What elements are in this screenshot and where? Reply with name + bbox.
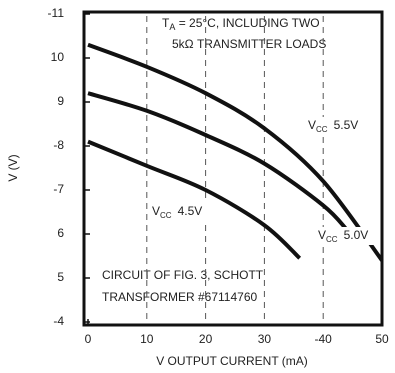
x-tick-label: 20 bbox=[199, 332, 213, 346]
curve-label: VCC 4.5V bbox=[152, 204, 202, 220]
label-sub: CC bbox=[326, 235, 338, 244]
label-main: V bbox=[308, 118, 316, 132]
label-bg bbox=[149, 203, 211, 221]
label-sub: CC bbox=[316, 125, 328, 134]
conditions-rest: = 25°C, INCLUDING TWO bbox=[175, 16, 319, 30]
conditions-main: T bbox=[162, 16, 170, 30]
curve bbox=[87, 42, 384, 262]
conditions-sub: A bbox=[169, 22, 175, 32]
conditions: TA = 25°C, INCLUDING TWO bbox=[162, 16, 320, 32]
label-value: 5.5V bbox=[334, 118, 359, 132]
conditions-line2: 5kΩ TRANSMITTER LOADS bbox=[172, 37, 326, 51]
y-tick-label: -4 bbox=[53, 314, 64, 328]
y-tick-label: 5 bbox=[57, 270, 64, 284]
curve-label: VCC 5.5V bbox=[308, 118, 358, 134]
x-tick-label: -40 bbox=[315, 332, 333, 346]
note-line: CIRCUIT OF FIG. 3, SCHOTT bbox=[102, 268, 264, 282]
curve bbox=[87, 139, 302, 260]
label-main: V bbox=[152, 204, 160, 218]
y-tick-label: 9 bbox=[57, 94, 64, 108]
y-tick-label: -7 bbox=[53, 182, 64, 196]
label-value: 4.5V bbox=[178, 204, 203, 218]
y-tick-label: -8 bbox=[53, 138, 64, 152]
label-sub: CC bbox=[160, 211, 172, 220]
plot-frame bbox=[82, 10, 384, 327]
curve-label: VCC 5.0V bbox=[318, 228, 368, 244]
x-tick-label: 30 bbox=[258, 332, 272, 346]
label-bg bbox=[315, 227, 377, 245]
label-value: 5.0V bbox=[344, 228, 369, 242]
label-bg bbox=[305, 117, 367, 135]
y-tick-label: 6 bbox=[57, 226, 64, 240]
label-main: V bbox=[318, 228, 326, 242]
x-tick-label: 0 bbox=[85, 332, 92, 346]
x-tick-label: 50 bbox=[375, 332, 389, 346]
y-tick-label: 10 bbox=[51, 50, 65, 64]
curve bbox=[87, 91, 349, 231]
y-tick-label: -11 bbox=[48, 6, 65, 20]
x-tick-label: 10 bbox=[140, 332, 154, 346]
y-axis-label: V (V) bbox=[6, 154, 20, 181]
x-axis-label: V OUTPUT CURRENT (mA) bbox=[156, 354, 308, 368]
note-line: TRANSFORMER #67114760 bbox=[102, 290, 258, 304]
